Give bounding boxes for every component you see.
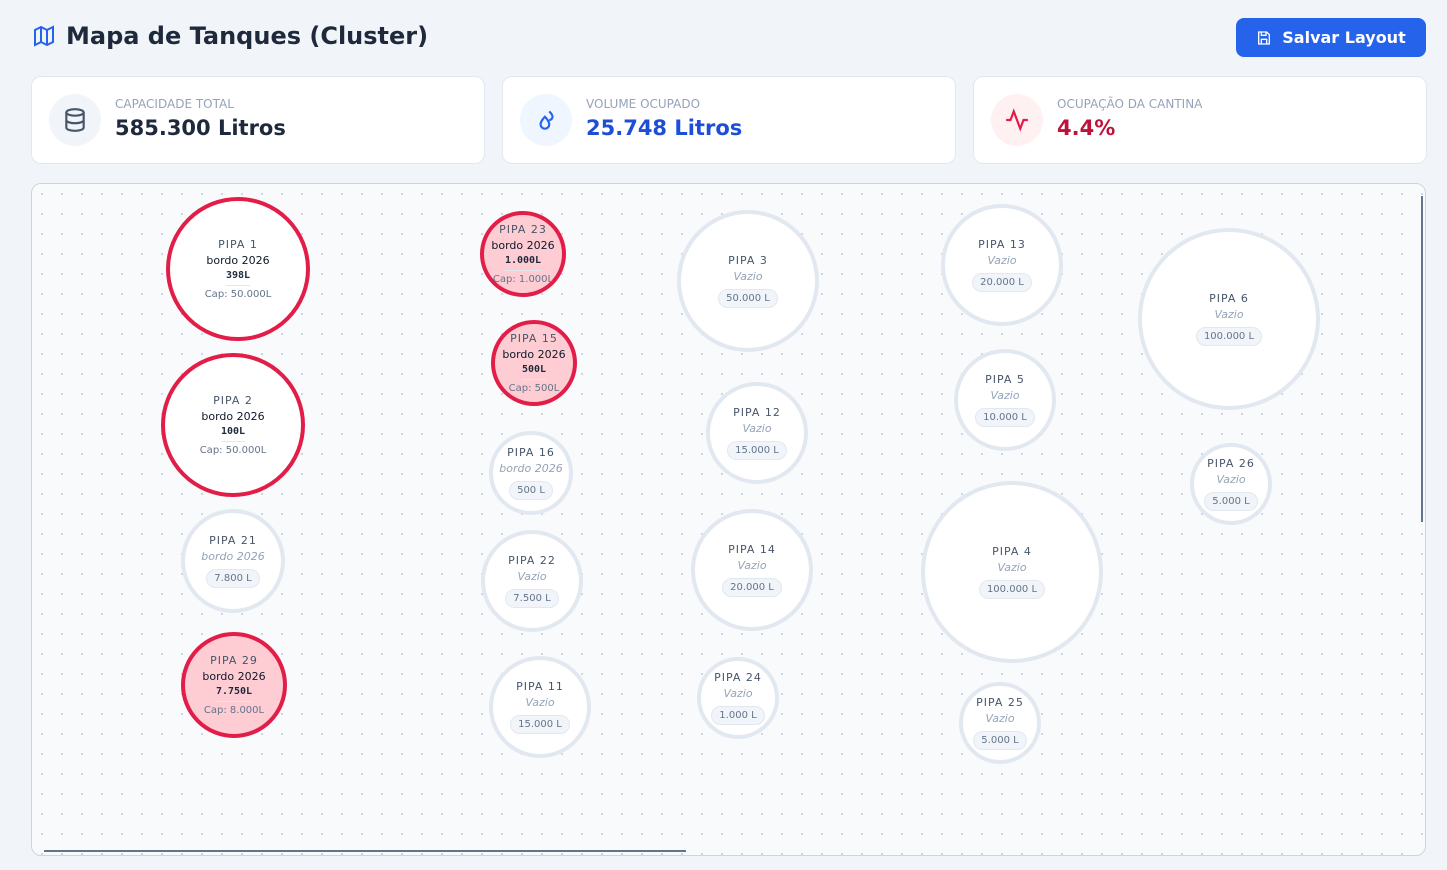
tank-name: PIPA 25 <box>976 696 1024 709</box>
tank-content: bordo 2026 <box>201 410 265 423</box>
tank-content: Vazio <box>1216 473 1246 486</box>
tank[interactable]: PIPA 24 Vazio 1.000 L <box>697 657 779 739</box>
tank-name: PIPA 12 <box>733 406 781 419</box>
stat-value: 585.300 Litros <box>115 116 286 140</box>
tank[interactable]: PIPA 1 bordo 2026 398L Cap: 50.000L <box>166 197 310 341</box>
stat-label: CAPACIDADE TOTAL <box>115 97 234 111</box>
tank-volume: 100L <box>220 426 246 442</box>
tank-capacity: 50.000 L <box>718 289 778 308</box>
stat-value: 4.4% <box>1057 116 1116 140</box>
tank[interactable]: PIPA 21 bordo 2026 7.800 L <box>181 509 285 613</box>
tank-capacity: 5.000 L <box>973 731 1027 750</box>
tank-capacity: 10.000 L <box>975 408 1035 427</box>
tank-capacity: 5.000 L <box>1204 492 1258 511</box>
tank-content: Vazio <box>723 687 753 700</box>
tank-capacity: 500 L <box>509 481 553 500</box>
tank[interactable]: PIPA 14 Vazio 20.000 L <box>691 509 813 631</box>
tank-content: Vazio <box>987 254 1017 267</box>
tank-capacity: 20.000 L <box>722 578 782 597</box>
tank[interactable]: PIPA 4 Vazio 100.000 L <box>921 481 1103 663</box>
tank[interactable]: PIPA 5 Vazio 10.000 L <box>954 349 1056 451</box>
tank[interactable]: PIPA 13 Vazio 20.000 L <box>941 204 1063 326</box>
tank-content: bordo 2026 <box>206 254 270 267</box>
tank-capacity: 7.800 L <box>206 569 260 588</box>
tank-name: PIPA 23 <box>499 223 547 236</box>
button-label[interactable]: Salvar Layout <box>1282 28 1406 47</box>
tank-content: Vazio <box>733 270 763 283</box>
tank[interactable]: PIPA 23 bordo 2026 1.000L Cap: 1.000L <box>480 211 566 297</box>
stat-card: VOLUME OCUPADO 25.748 Litros <box>502 76 956 164</box>
tank-content: bordo 2026 <box>499 462 563 475</box>
tank-content: bordo 2026 <box>502 348 566 361</box>
tank[interactable]: PIPA 25 Vazio 5.000 L <box>959 682 1041 764</box>
stat-card: CAPACIDADE TOTAL 585.300 Litros <box>31 76 485 164</box>
tank-content: bordo 2026 <box>491 239 555 252</box>
tank[interactable]: PIPA 22 Vazio 7.500 L <box>481 530 583 632</box>
tank-name: PIPA 5 <box>985 373 1025 386</box>
tank-name: PIPA 26 <box>1207 457 1255 470</box>
stat-value: 25.748 Litros <box>586 116 743 140</box>
tank-content: Vazio <box>525 696 555 709</box>
tank-name: PIPA 2 <box>213 394 253 407</box>
tank-capacity: Cap: 1.000L <box>492 274 554 285</box>
map-icon <box>34 25 54 47</box>
tank[interactable]: PIPA 3 Vazio 50.000 L <box>677 210 819 352</box>
tank-name: PIPA 15 <box>510 332 558 345</box>
tank[interactable]: PIPA 16 bordo 2026 500 L <box>489 431 573 515</box>
tank-volume: 500L <box>521 364 547 380</box>
tank[interactable]: PIPA 2 bordo 2026 100L Cap: 50.000L <box>161 353 305 497</box>
tank-name: PIPA 4 <box>992 545 1032 558</box>
stat-card: OCUPAÇÃO DA CANTINA 4.4% <box>973 76 1427 164</box>
stat-label: OCUPAÇÃO DA CANTINA <box>1057 97 1203 111</box>
tank-capacity: Cap: 8.000L <box>203 705 265 716</box>
tank-volume: 7.750L <box>215 686 253 702</box>
tank-content: bordo 2026 <box>202 670 266 683</box>
tank-content: Vazio <box>1214 308 1244 321</box>
scrollbar <box>1421 196 1423 522</box>
tank-name: PIPA 14 <box>728 543 776 556</box>
tank[interactable]: PIPA 12 Vazio 15.000 L <box>706 382 808 484</box>
tank[interactable]: PIPA 29 bordo 2026 7.750L Cap: 8.000L <box>181 632 287 738</box>
tank-map: PIPA 1 bordo 2026 398L Cap: 50.000L PIPA 2 bo… <box>31 183 1426 856</box>
tank-content: bordo 2026 <box>201 550 265 563</box>
tank-volume: 1.000L <box>504 255 542 271</box>
tank-name: PIPA 11 <box>516 680 564 693</box>
tank-content: Vazio <box>997 561 1027 574</box>
tank-name: PIPA 24 <box>714 671 762 684</box>
tank-name: PIPA 13 <box>978 238 1026 251</box>
tank-content: Vazio <box>742 422 772 435</box>
tank-name: PIPA 29 <box>210 654 258 667</box>
scrollbar <box>44 850 686 852</box>
tank-capacity: Cap: 500L <box>508 383 560 394</box>
tank-capacity: Cap: 50.000L <box>204 289 272 300</box>
title: Mapa de Tanques (Cluster) <box>66 22 429 50</box>
tank-capacity: 7.500 L <box>505 589 559 608</box>
tank-capacity: 20.000 L <box>972 273 1032 292</box>
tank-volume: 398L <box>225 270 251 286</box>
tank-content: Vazio <box>985 712 1015 725</box>
tank-content: Vazio <box>737 559 767 572</box>
tank-name: PIPA 21 <box>209 534 257 547</box>
tank-name: PIPA 1 <box>218 238 258 251</box>
tank-capacity: 100.000 L <box>1195 327 1263 346</box>
tank[interactable]: PIPA 26 Vazio 5.000 L <box>1190 443 1272 525</box>
tank[interactable]: PIPA 11 Vazio 15.000 L <box>489 656 591 758</box>
tank-content: Vazio <box>517 570 547 583</box>
tank-capacity: Cap: 50.000L <box>199 445 267 456</box>
tank-name: PIPA 16 <box>507 446 555 459</box>
tank[interactable]: PIPA 6 Vazio 100.000 L <box>1138 228 1320 410</box>
tank[interactable]: PIPA 15 bordo 2026 500L Cap: 500L <box>491 320 577 406</box>
tank-capacity: 15.000 L <box>727 441 787 460</box>
tank-name: PIPA 22 <box>508 554 556 567</box>
tank-capacity: 1.000 L <box>711 706 765 725</box>
tank-capacity: 100.000 L <box>978 580 1046 599</box>
tank-name: PIPA 6 <box>1209 292 1249 305</box>
header: Mapa de Tanques (Cluster) <box>32 22 428 50</box>
tank-name: PIPA 3 <box>728 254 768 267</box>
tank-capacity: 15.000 L <box>510 715 570 734</box>
stat-label: VOLUME OCUPADO <box>586 97 701 111</box>
tank-content: Vazio <box>990 389 1020 402</box>
save-button[interactable]: Salvar Layout <box>1236 18 1426 57</box>
